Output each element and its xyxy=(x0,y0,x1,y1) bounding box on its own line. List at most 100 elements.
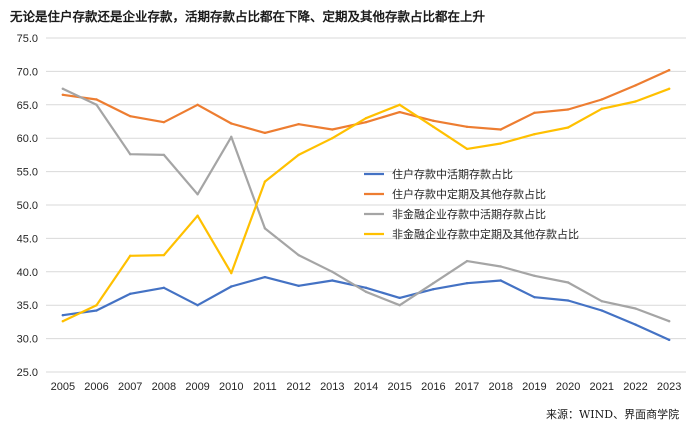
data-point xyxy=(162,120,166,124)
data-point xyxy=(297,284,300,288)
data-point xyxy=(465,125,469,129)
y-tick-label: 70.0 xyxy=(17,66,38,78)
x-tick-label: 2022 xyxy=(623,381,647,393)
x-tick-label: 2006 xyxy=(84,381,108,393)
data-point xyxy=(230,271,233,275)
y-tick-label: 35.0 xyxy=(17,300,38,312)
data-point xyxy=(566,108,570,111)
x-tick-label: 2015 xyxy=(387,381,411,393)
data-point xyxy=(263,227,267,230)
data-point xyxy=(533,274,536,278)
data-point xyxy=(331,270,334,273)
data-point xyxy=(600,299,603,303)
data-point xyxy=(499,142,502,145)
data-point xyxy=(634,100,637,103)
x-tick-label: 2020 xyxy=(556,381,580,393)
x-tick-label: 2017 xyxy=(455,381,479,393)
data-point xyxy=(263,275,267,279)
data-point xyxy=(533,132,536,136)
x-tick-label: 2018 xyxy=(488,381,512,393)
data-point xyxy=(230,122,233,125)
data-point xyxy=(364,120,368,124)
data-point xyxy=(432,119,435,123)
series-line-2 xyxy=(61,68,671,134)
data-point xyxy=(600,98,603,101)
data-point xyxy=(465,147,469,151)
data-point xyxy=(129,153,132,156)
legend-label: 住户存款中定期及其他存款占比 xyxy=(392,187,546,201)
legend-label: 非金融企业存款中定期及其他存款占比 xyxy=(392,227,579,241)
series-lines xyxy=(61,68,671,342)
series-line-1 xyxy=(61,276,671,341)
data-point xyxy=(398,110,401,114)
data-point xyxy=(364,116,368,120)
x-axis-ticks: 2005 2006 2007 2008 2009 2010 2011 2012 2013 2014… xyxy=(51,381,682,393)
y-tick-label: 65.0 xyxy=(17,100,38,112)
data-point xyxy=(533,295,536,299)
data-point xyxy=(95,309,98,312)
data-point xyxy=(465,259,469,263)
data-point xyxy=(61,320,65,323)
data-point xyxy=(61,314,65,317)
y-tick-label: 45.0 xyxy=(17,233,38,245)
y-tick-label: 75.0 xyxy=(17,33,38,45)
data-point xyxy=(667,320,671,323)
data-point xyxy=(162,153,166,157)
data-point xyxy=(533,111,536,115)
x-tick-label: 2011 xyxy=(253,381,277,393)
y-tick-label: 25.0 xyxy=(17,367,38,379)
data-point xyxy=(432,287,435,291)
source-note: 来源：WIND、界面商学院 xyxy=(546,408,680,421)
data-point xyxy=(465,281,469,285)
data-point xyxy=(230,285,233,288)
y-axis-ticks: 25.0 30.0 35.0 40.0 45.0 50.0 55.0 60.0 65.0 70.0… xyxy=(17,33,38,379)
data-point xyxy=(398,304,401,307)
x-tick-label: 2021 xyxy=(590,381,614,393)
data-point xyxy=(95,103,98,107)
y-tick-label: 50.0 xyxy=(17,200,38,212)
data-point xyxy=(667,68,671,72)
x-tick-label: 2012 xyxy=(286,381,310,393)
data-point xyxy=(196,304,199,307)
data-point xyxy=(364,290,368,294)
x-tick-label: 2009 xyxy=(185,381,209,393)
data-point xyxy=(432,125,435,129)
data-point xyxy=(297,253,300,257)
x-tick-label: 2013 xyxy=(320,381,344,393)
data-point xyxy=(297,153,300,157)
data-point xyxy=(667,338,671,342)
data-point xyxy=(95,304,98,307)
data-point xyxy=(566,126,570,129)
x-tick-label: 2007 xyxy=(118,381,142,393)
legend-label: 住户存款中活期存款占比 xyxy=(392,167,513,181)
data-point xyxy=(297,122,300,126)
data-point xyxy=(566,281,570,284)
data-point xyxy=(432,281,435,285)
data-point xyxy=(364,286,368,290)
data-point xyxy=(61,87,65,90)
y-tick-label: 60.0 xyxy=(17,133,38,145)
y-tick-label: 30.0 xyxy=(17,334,38,346)
legend: 住户存款中活期存款占比住户存款中定期及其他存款占比非金融企业存款中活期存款占比非… xyxy=(364,167,579,241)
data-point xyxy=(263,180,267,183)
x-tick-label: 2014 xyxy=(354,381,378,393)
x-tick-label: 2008 xyxy=(152,381,176,393)
x-tick-label: 2005 xyxy=(51,381,75,393)
data-point xyxy=(196,214,199,217)
data-point xyxy=(196,103,199,107)
data-point xyxy=(162,286,166,290)
legend-label: 非金融企业存款中活期存款占比 xyxy=(392,207,546,221)
data-point xyxy=(600,107,603,111)
chart-title: 无论是住户存款还是企业存款，活期存款占比都在下降、定期及其他存款占比都在上升 xyxy=(10,9,486,24)
gridlines xyxy=(46,37,686,373)
data-point xyxy=(600,309,603,312)
data-point xyxy=(196,193,199,196)
y-tick-label: 55.0 xyxy=(17,167,38,179)
data-point xyxy=(499,128,502,131)
y-tick-label: 40.0 xyxy=(17,267,38,279)
data-point xyxy=(499,279,502,282)
data-point xyxy=(566,299,570,302)
data-point xyxy=(634,307,637,310)
data-point xyxy=(263,131,267,135)
